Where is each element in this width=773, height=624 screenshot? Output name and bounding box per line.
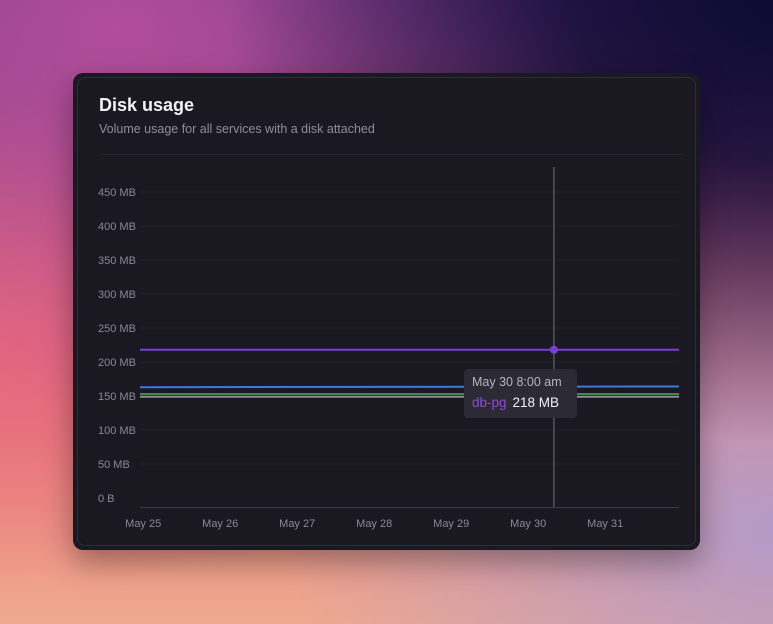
y-tick-label: 50 MB <box>98 459 130 471</box>
tooltip-series-name: db-pg <box>472 395 507 410</box>
series-line-series-2 <box>139 385 680 389</box>
chart-tooltip: May 30 8:00 am db-pg 218 MB <box>464 369 577 418</box>
y-tick-label: 150 MB <box>98 391 136 403</box>
y-tick-label: 300 MB <box>98 289 136 301</box>
card-border: Disk usage Volume usage for all services… <box>77 77 696 546</box>
y-tick-label: 100 MB <box>98 425 136 437</box>
x-tick-label: May 27 <box>279 518 315 530</box>
header-divider <box>100 154 684 155</box>
hover-point <box>549 345 558 354</box>
y-tick-label: 250 MB <box>98 323 136 335</box>
tooltip-row: db-pg 218 MB <box>472 395 559 410</box>
y-tick-label: 350 MB <box>98 255 136 267</box>
x-tick-label: May 30 <box>510 518 546 530</box>
x-tick-label: May 28 <box>356 518 392 530</box>
x-tick-label: May 31 <box>587 518 623 530</box>
y-tick-label: 0 B <box>98 493 115 505</box>
card-subtitle: Volume usage for all services with a dis… <box>99 122 375 136</box>
tooltip-date: May 30 8:00 am <box>472 375 562 389</box>
y-tick-label: 200 MB <box>98 357 136 369</box>
x-tick-label: May 26 <box>202 518 238 530</box>
x-tick-label: May 29 <box>433 518 469 530</box>
tooltip-value: 218 MB <box>512 395 560 410</box>
card-title: Disk usage <box>99 95 195 115</box>
y-tick-label: 400 MB <box>98 221 136 233</box>
x-tick-label: May 25 <box>125 518 161 530</box>
y-tick-label: 450 MB <box>98 187 136 199</box>
disk-usage-card: Disk usage Volume usage for all services… <box>73 73 700 550</box>
